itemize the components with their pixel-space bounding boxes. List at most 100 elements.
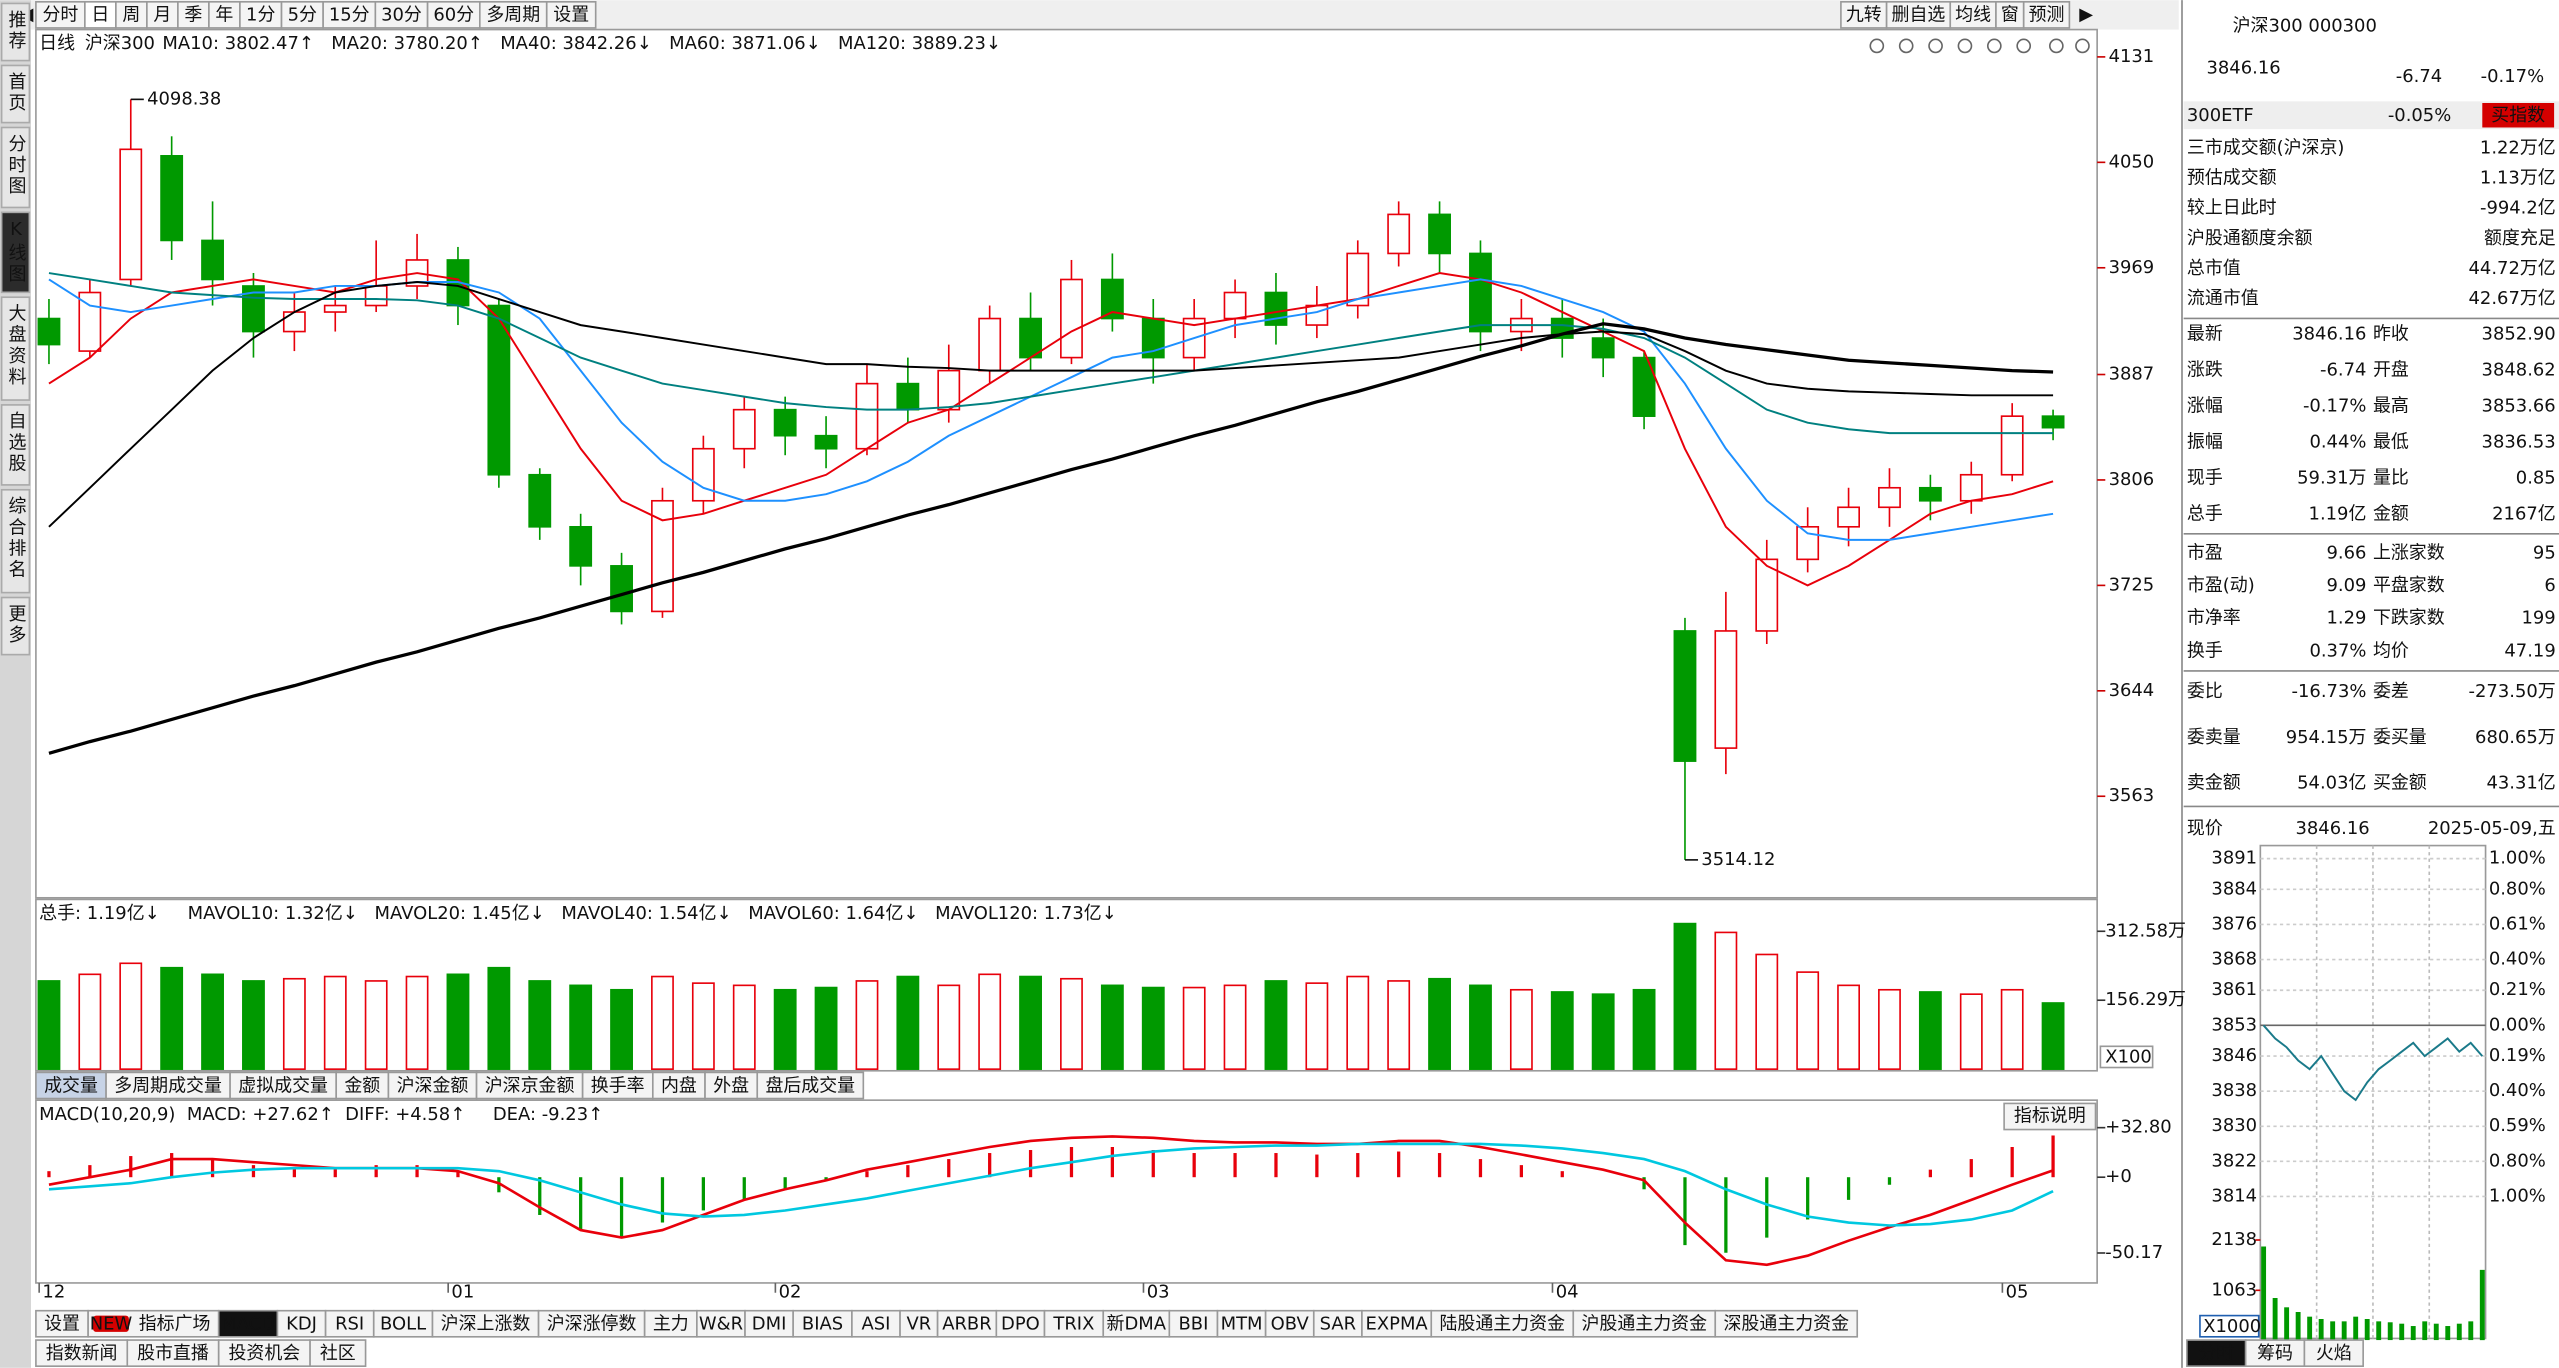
indicator-tab[interactable] (324, 1309, 375, 1338)
toolbar-arrow[interactable]: ▶ (2079, 4, 2093, 25)
volume-tab[interactable] (335, 1071, 390, 1100)
indicator-tab[interactable] (792, 1309, 853, 1338)
candle-body (364, 285, 388, 307)
bottom-tab[interactable] (309, 1339, 367, 1367)
indicator-tab[interactable] (35, 1309, 89, 1338)
bottom-tab[interactable] (35, 1339, 129, 1367)
sidebar-tab[interactable] (0, 64, 31, 124)
volume-bar (814, 986, 838, 1070)
legend-entry: MA60: 3871.06↓ (669, 33, 821, 54)
indicator-tab[interactable] (696, 1309, 746, 1338)
indicator-tab[interactable] (899, 1309, 939, 1338)
indicator-tab[interactable] (276, 1309, 327, 1338)
indicator-tab-label: MTM (1221, 1314, 1263, 1335)
help-button[interactable] (2003, 1102, 2097, 1131)
bottom-tab[interactable] (217, 1339, 311, 1367)
volume-bar (978, 973, 1002, 1070)
volume-tab[interactable] (35, 1071, 107, 1100)
volume-tab-label: 盘后成交量 (765, 1075, 855, 1096)
toolbar-icons (1869, 38, 2090, 54)
toolbar-button[interactable] (1840, 1, 1888, 29)
quote-value: 9.09 (2326, 575, 2366, 596)
indicator-tab[interactable] (851, 1309, 901, 1338)
sidebar-tab[interactable] (0, 488, 31, 594)
toolbar-label: 年 (215, 5, 233, 26)
toolbar-label: 60分 (433, 5, 474, 26)
macd-frame (35, 1099, 2098, 1284)
quote-label: 最新 (2187, 324, 2223, 345)
sidebar-tab[interactable] (0, 2, 31, 62)
candle-body (855, 382, 879, 450)
volume-bar (2041, 1002, 2065, 1070)
volume-tab[interactable] (475, 1071, 584, 1100)
sidebar-tab[interactable] (0, 296, 31, 401)
toolbar-button[interactable] (35, 1, 86, 29)
quote-label: 卖金额 (2187, 773, 2241, 794)
candle-body (1305, 304, 1329, 326)
indicator-tab[interactable] (1714, 1309, 1859, 1338)
indicator-tab[interactable] (995, 1309, 1046, 1338)
quote-label: 换手 (2187, 640, 2223, 661)
volume-tab-label: 外盘 (713, 1075, 749, 1096)
candle-body (1878, 486, 1901, 509)
volume-tab[interactable] (387, 1071, 478, 1100)
volume-tab[interactable] (229, 1071, 338, 1100)
y-tick-label: 3969 (2109, 257, 2155, 278)
toolbar-button[interactable] (322, 1, 377, 29)
buy-button[interactable] (2482, 103, 2555, 128)
toolbar-label: 1分 (246, 5, 275, 26)
mini-unit-box (2199, 1314, 2260, 1338)
quote-label: 均价 (2373, 640, 2409, 661)
volume-tab-label: 金额 (344, 1075, 380, 1096)
mini-tab[interactable] (2186, 1339, 2247, 1367)
candle-body (814, 434, 838, 450)
volume-tab[interactable] (756, 1071, 865, 1100)
indicator-tab[interactable] (372, 1309, 434, 1338)
indicator-tab[interactable] (744, 1309, 794, 1338)
indicator-tab-label: SAR (1320, 1314, 1356, 1335)
indicator-tab[interactable] (1102, 1309, 1171, 1338)
indicator-tab[interactable] (1361, 1309, 1433, 1338)
sidebar-tab[interactable] (0, 126, 31, 209)
legend-entry: MACD: +27.62↑ (187, 1104, 334, 1125)
mini-tab[interactable] (2303, 1339, 2364, 1367)
mini-tab[interactable] (2244, 1339, 2306, 1367)
sidebar-tab[interactable] (0, 596, 31, 656)
indicator-tab[interactable] (1430, 1309, 1575, 1338)
volume-bar (1060, 977, 1083, 1070)
toolbar-button[interactable] (280, 1, 324, 29)
candle-body (201, 239, 224, 281)
volume-tab[interactable] (581, 1071, 654, 1100)
info-label: 总市值 (2187, 258, 2241, 279)
toolbar-button[interactable] (177, 1, 210, 29)
mini-pct-label: 0.40% (2489, 1080, 2546, 1101)
toolbar-button[interactable] (2022, 1, 2071, 29)
toolbar-button[interactable] (374, 1, 429, 29)
quote-value: 95 (2533, 542, 2556, 563)
toolbar-button[interactable] (545, 1, 597, 29)
sidebar-tab[interactable] (0, 404, 31, 486)
indicator-tab[interactable] (431, 1309, 540, 1338)
volume-bar (1796, 971, 1820, 1070)
quote-value: 680.65万 (2475, 727, 2556, 748)
volume-tab-label: 成交量 (44, 1075, 98, 1096)
volume-tab[interactable] (651, 1071, 706, 1100)
volume-tab-label: 虚拟成交量 (238, 1075, 328, 1096)
toolbar-label: 5分 (288, 5, 317, 26)
toolbar-button[interactable] (84, 1, 117, 29)
mini-pct-label: 0.40% (2489, 949, 2546, 970)
toolbar-button[interactable] (239, 1, 283, 29)
toolbar-label: 设置 (553, 5, 589, 26)
toolbar-button[interactable] (208, 1, 241, 29)
ma-line (48, 322, 2054, 755)
sidebar-tab[interactable] (0, 211, 31, 294)
info-label: 三市成交额(沪深京) (2187, 138, 2345, 159)
mini-vol-label: 2138 (2211, 1229, 2257, 1250)
volume-tab[interactable] (105, 1071, 231, 1100)
indicator-tab[interactable] (1264, 1309, 1315, 1338)
volume-bar (1959, 993, 1983, 1070)
toolbar-button[interactable] (146, 1, 179, 29)
candle-body (1591, 337, 1615, 359)
legend-entry: MAVOL40: 1.54亿↓ (561, 903, 731, 924)
quote-value: 43.31亿 (2486, 773, 2555, 794)
